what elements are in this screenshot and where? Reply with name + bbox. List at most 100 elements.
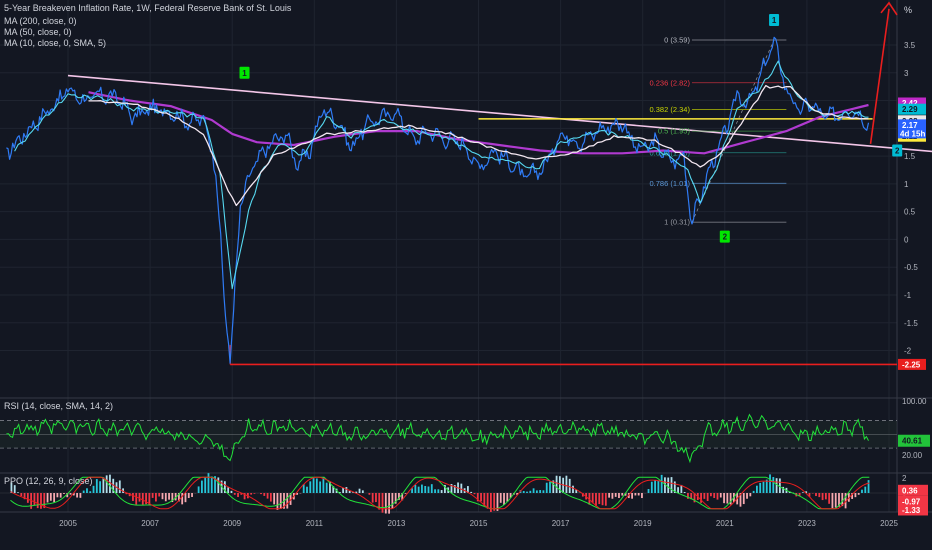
ppo-histogram-bar bbox=[815, 493, 817, 497]
ppo-histogram-bar bbox=[739, 493, 742, 507]
fib-label-0.618: 0.618 (1.56) bbox=[650, 148, 691, 157]
indicator-legend-ma50[interactable]: MA (50, close, 0) bbox=[4, 27, 72, 37]
ppo-histogram-bar bbox=[43, 493, 46, 509]
ppo-last-value-1: -0.97 bbox=[902, 497, 921, 506]
ppo-histogram-bar bbox=[158, 493, 161, 497]
ppo-histogram-bar bbox=[105, 475, 108, 493]
ppo-histogram-bar bbox=[352, 492, 354, 493]
ppo-histogram-bar bbox=[138, 493, 141, 502]
ppo-histogram-bar bbox=[20, 493, 23, 497]
x-tick-8: 2021 bbox=[716, 519, 734, 528]
ppo-histogram-bar bbox=[92, 485, 95, 493]
ppo-histogram-bar bbox=[473, 493, 476, 495]
ppo-histogram-bar bbox=[677, 487, 679, 493]
ppo-histogram-bar bbox=[263, 493, 266, 496]
ppo-histogram-bar bbox=[710, 493, 712, 497]
ppo-histogram-bar bbox=[660, 474, 663, 493]
ppo-histogram-bar bbox=[539, 490, 542, 493]
ppo-histogram-bar bbox=[489, 493, 492, 512]
ppo-histogram-bar bbox=[719, 493, 722, 498]
ppo-histogram-bar bbox=[181, 493, 184, 505]
countdown-tag bbox=[898, 128, 926, 139]
ppo-legend[interactable]: PPO (12, 26, 9, close) bbox=[4, 476, 93, 486]
ppo-histogram-bar bbox=[338, 491, 341, 493]
ppo-histogram-bar bbox=[286, 493, 289, 509]
ppo-histogram-bar bbox=[381, 493, 384, 513]
indicator-legend-ma200[interactable]: MA (200, close, 0) bbox=[4, 16, 77, 26]
ppo-histogram-bar bbox=[857, 493, 860, 495]
ma50-line bbox=[88, 84, 869, 207]
ppo-histogram-bar bbox=[782, 486, 785, 493]
ppo-histogram-bar bbox=[460, 483, 463, 493]
ppo-histogram-bar bbox=[476, 493, 479, 502]
rsi-legend[interactable]: RSI (14, close, SMA, 14, 2) bbox=[4, 401, 114, 411]
ppo-histogram-bar bbox=[657, 480, 660, 493]
y-tick-11: -2 bbox=[904, 347, 912, 356]
x-tick-6: 2017 bbox=[552, 519, 570, 528]
x-tick-5: 2015 bbox=[470, 519, 488, 528]
x-tick-0: 2005 bbox=[59, 519, 77, 528]
ppo-histogram-bar bbox=[532, 488, 535, 493]
indicator-legend-ma10[interactable]: MA (10, close, 0, SMA, 5) bbox=[4, 38, 107, 48]
ppo-histogram-bar bbox=[841, 493, 844, 507]
ppo-histogram-bar bbox=[342, 487, 345, 493]
wave-label-0: 1 bbox=[242, 69, 247, 78]
x-tick-3: 2011 bbox=[306, 519, 324, 528]
price-tag-value-1: 2.29 bbox=[902, 105, 918, 114]
ppo-histogram-bar bbox=[401, 493, 404, 501]
ppo-histogram-bar bbox=[23, 493, 26, 500]
y-tick-1: 3 bbox=[904, 69, 909, 78]
y-tick-10: -1.5 bbox=[904, 319, 918, 328]
ppo-histogram-bar bbox=[266, 493, 269, 499]
ppo-last-value-0: 0.36 bbox=[902, 486, 918, 495]
ppo-histogram-bar bbox=[164, 493, 167, 502]
ppo-panel: 20-20.36-0.97-1.33 bbox=[0, 473, 928, 516]
rsi-last-value: 40.61 bbox=[902, 437, 923, 446]
ppo-last-value-2: -1.33 bbox=[902, 506, 921, 515]
ppo-histogram-bar bbox=[624, 493, 627, 496]
ppo-histogram-bar bbox=[145, 493, 147, 505]
wave-label-2: 1 bbox=[772, 16, 777, 25]
rsi-tick-100: 100.00 bbox=[902, 397, 927, 406]
ppo-histogram-bar bbox=[637, 493, 640, 496]
ppo-histogram-bar bbox=[470, 491, 473, 493]
ppo-histogram-bar bbox=[700, 493, 702, 503]
ppo-histogram-bar bbox=[417, 486, 420, 493]
ppo-histogram-bar bbox=[755, 485, 758, 493]
ppo-histogram-bar bbox=[102, 477, 105, 493]
ppo-histogram-bar bbox=[808, 493, 811, 497]
fib-label-0.786: 0.786 (1.01) bbox=[650, 179, 691, 188]
ppo-histogram-bar bbox=[174, 493, 177, 501]
ppo-histogram-bar bbox=[187, 493, 190, 499]
ppo-histogram-bar bbox=[801, 492, 804, 493]
ppo-signal-line bbox=[10, 476, 870, 510]
ppo-histogram-bar bbox=[716, 493, 719, 500]
fib-label-1: 1 (0.31) bbox=[664, 218, 690, 227]
ppo-histogram-bar bbox=[834, 493, 837, 508]
ppo-histogram-bar bbox=[155, 493, 157, 502]
ppo-histogram-bar bbox=[178, 493, 180, 502]
ppo-histogram-bar bbox=[10, 482, 13, 493]
ppo-histogram-bar bbox=[581, 493, 584, 497]
ppo-histogram-bar bbox=[49, 493, 52, 501]
ppo-histogram-bar bbox=[79, 493, 82, 498]
ppo-histogram-bar bbox=[135, 493, 138, 505]
wave-label-1: 2 bbox=[723, 233, 728, 242]
ppo-histogram-bar bbox=[752, 490, 755, 493]
ppo-histogram-bar bbox=[168, 493, 170, 500]
ppo-histogram-bar bbox=[772, 477, 775, 493]
ppo-histogram-bar bbox=[414, 484, 417, 493]
ppo-histogram-bar bbox=[276, 493, 279, 510]
ppo-histogram-bar bbox=[588, 493, 591, 505]
ppo-histogram-bar bbox=[558, 476, 561, 493]
unit-badge[interactable]: % bbox=[904, 5, 913, 15]
ppo-histogram-bar bbox=[207, 473, 210, 493]
ppo-histogram-bar bbox=[36, 493, 39, 509]
trend-lines bbox=[67, 1, 932, 366]
ppo-histogram-bar bbox=[315, 478, 318, 493]
ppo-histogram-bar bbox=[72, 493, 75, 496]
ppo-histogram-bar bbox=[204, 477, 207, 493]
ppo-histogram-bar bbox=[434, 489, 436, 493]
price-tag-1 bbox=[898, 103, 926, 115]
